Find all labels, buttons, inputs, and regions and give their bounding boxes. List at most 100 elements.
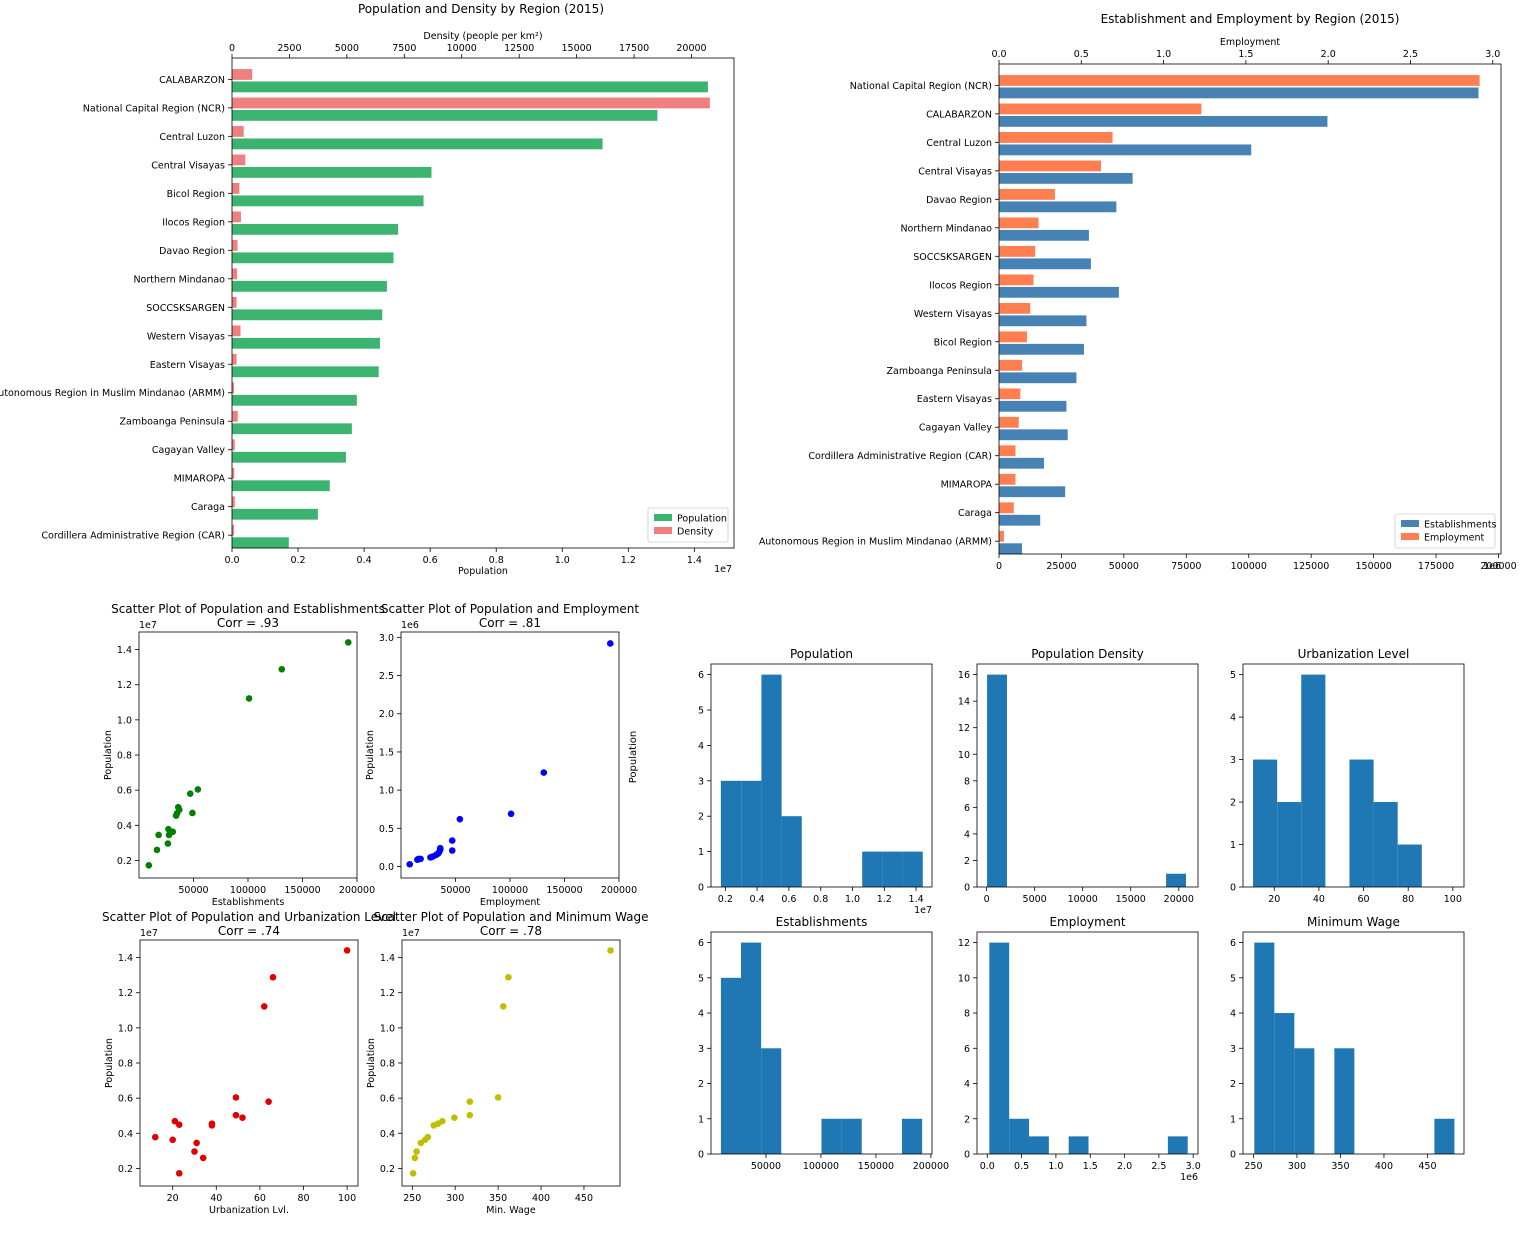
x-tick-label: 150000 (1355, 561, 1391, 572)
x2-tick-label: 3.0 (1485, 49, 1500, 60)
y-tick-label: 2 (698, 1079, 704, 1090)
x-tick-label: 1.0 (555, 555, 570, 566)
y-tick-label: 0.2 (118, 1164, 133, 1175)
x-tick-label: 50000 (178, 885, 208, 896)
scatter-point (499, 1003, 507, 1010)
scatter-point (427, 854, 434, 861)
histogram-establishments: 50000 100000 150000 200000 0 1 2 3 4 5 6 Establishm… (698, 915, 949, 1172)
y-tick-label: 1.2 (380, 988, 395, 999)
y-axis-exponent: 1e7 (139, 620, 157, 631)
x-tick-label: 450 (1418, 1161, 1436, 1172)
x-axis-label: Urbanization Lvl. (209, 1205, 289, 1216)
x-tick-label: 1.2 (877, 894, 892, 905)
legend-swatch (654, 514, 672, 521)
y-tick-label: 10 (958, 973, 970, 984)
scatter-point (540, 769, 548, 776)
y-tick-label: Zamboanga Peninsula (120, 417, 226, 428)
scatter-point (606, 640, 614, 647)
y-tick-label: Bicol Region (934, 337, 992, 348)
histogram-bar (989, 942, 1010, 1154)
x-tick-label: 10000 (1068, 894, 1098, 905)
density-bar (232, 296, 237, 308)
x-tick-label: 50000 (1109, 561, 1139, 572)
y-tick-label: Autonomous Region in Muslim Mindanao (AR… (759, 537, 992, 548)
employment-bar (999, 75, 1480, 86)
x-tick-label: 125000 (1293, 561, 1329, 572)
y-tick-label: 1.0 (380, 1023, 395, 1034)
chart-subtitle: Corr = .78 (480, 924, 542, 938)
scatter-point (208, 1122, 216, 1129)
y-tick-label: Cagayan Valley (152, 445, 225, 456)
x-tick-label: 0 (996, 561, 1002, 572)
scatter-population-employment: 50000 100000 150000 200000 0.0 0.5 1.0 1.5 2.0 2.… (365, 602, 639, 908)
scatter-point (199, 1154, 207, 1162)
employment-bar (999, 359, 1023, 371)
x-tick-label: 5000 (1023, 894, 1047, 905)
axes-frame (1242, 931, 1465, 1155)
population-density-bar-chart: CALABARZON National Capital Region (NCR) C… (0, 2, 735, 577)
histogram-bar (781, 816, 802, 887)
x-tick-label: 0.8 (489, 555, 504, 566)
x-tick-label: 0.5 (1014, 1161, 1029, 1172)
x-tick-label: 0.8 (813, 894, 828, 905)
chart-title: Population Density (1031, 647, 1143, 661)
x-tick-label: 40 (210, 1193, 222, 1204)
density-bar (232, 524, 235, 536)
y-tick-label: Ilocos Region (929, 280, 992, 291)
y-axis-exponent: 1e6 (401, 620, 419, 631)
legend-label: Density (677, 527, 713, 538)
x-axis-label: Establishments (212, 897, 285, 908)
y-tick-label: 3 (698, 776, 704, 787)
y-axis-label: Population (104, 1038, 115, 1088)
x2-tick-label: 10000 (447, 43, 477, 54)
y-tick-label: 0 (964, 883, 970, 894)
histogram-bar (1167, 1136, 1188, 1154)
y-tick-label: 1 (1230, 1114, 1236, 1125)
y-tick-label: 5 (698, 973, 704, 984)
x-tick-label: 350 (1331, 1161, 1349, 1172)
x-tick-label: 100000 (492, 885, 528, 896)
y-tick-label: Bicol Region (167, 189, 225, 200)
y-tick-label: 1.4 (380, 953, 395, 964)
legend-swatch (1401, 533, 1419, 540)
employment-bar (999, 245, 1036, 257)
histogram-bar (1166, 873, 1186, 887)
y-axis-label: Population (366, 1038, 377, 1088)
x-tick-label: 75000 (1171, 561, 1201, 572)
scatter-point (448, 837, 456, 844)
histogram-bar (1009, 1118, 1030, 1154)
x-tick-label: 350 (489, 1193, 507, 1204)
x-tick-label: 150000 (546, 885, 582, 896)
x-axis-label: Population (458, 566, 508, 577)
x-tick-label: 80 (297, 1193, 309, 1204)
y-tick-label: 1.5 (379, 747, 394, 758)
x2-axis-label: Employment (1220, 37, 1280, 48)
establishments-bar (999, 286, 1119, 298)
x2-tick-label: 0 (229, 43, 235, 54)
scatter-point (265, 1098, 272, 1105)
scatter-point (260, 1003, 268, 1010)
y-tick-label: Zamboanga Peninsula (887, 366, 993, 377)
y-tick-label: 4 (1230, 713, 1236, 724)
y-tick-label: 2 (1230, 798, 1236, 809)
histogram-population: 0.2 0.4 0.6 0.8 1.0 1.2 1.4 0 1 2 3 4 5 6 1e7 Populatio… (698, 647, 933, 916)
histogram-bar (1029, 1136, 1049, 1154)
axes-frame (710, 663, 933, 888)
scatter-point (232, 1094, 240, 1101)
y-tick-label: Cordillera Administrative Region (CAR) (808, 451, 992, 462)
y-tick-label: 3 (698, 1044, 704, 1055)
legend-box (1394, 513, 1496, 549)
x-tick-label: 300 (1288, 1161, 1306, 1172)
x2-tick-label: 2.0 (1321, 49, 1336, 60)
scatter-point (191, 1148, 198, 1155)
y-tick-label: 0.0 (379, 862, 394, 873)
employment-bar (999, 502, 1014, 514)
histogram-bar (1397, 844, 1422, 887)
establishments-bar (999, 201, 1117, 213)
establishments-bar (999, 514, 1041, 526)
scatter-point (232, 1111, 240, 1119)
x-axis-exponent: 1e7 (914, 905, 932, 916)
x-axis-label: Min. Wage (486, 1205, 536, 1216)
y-tick-label: 0 (698, 883, 704, 894)
chart-subtitle: Corr = .93 (217, 616, 279, 630)
